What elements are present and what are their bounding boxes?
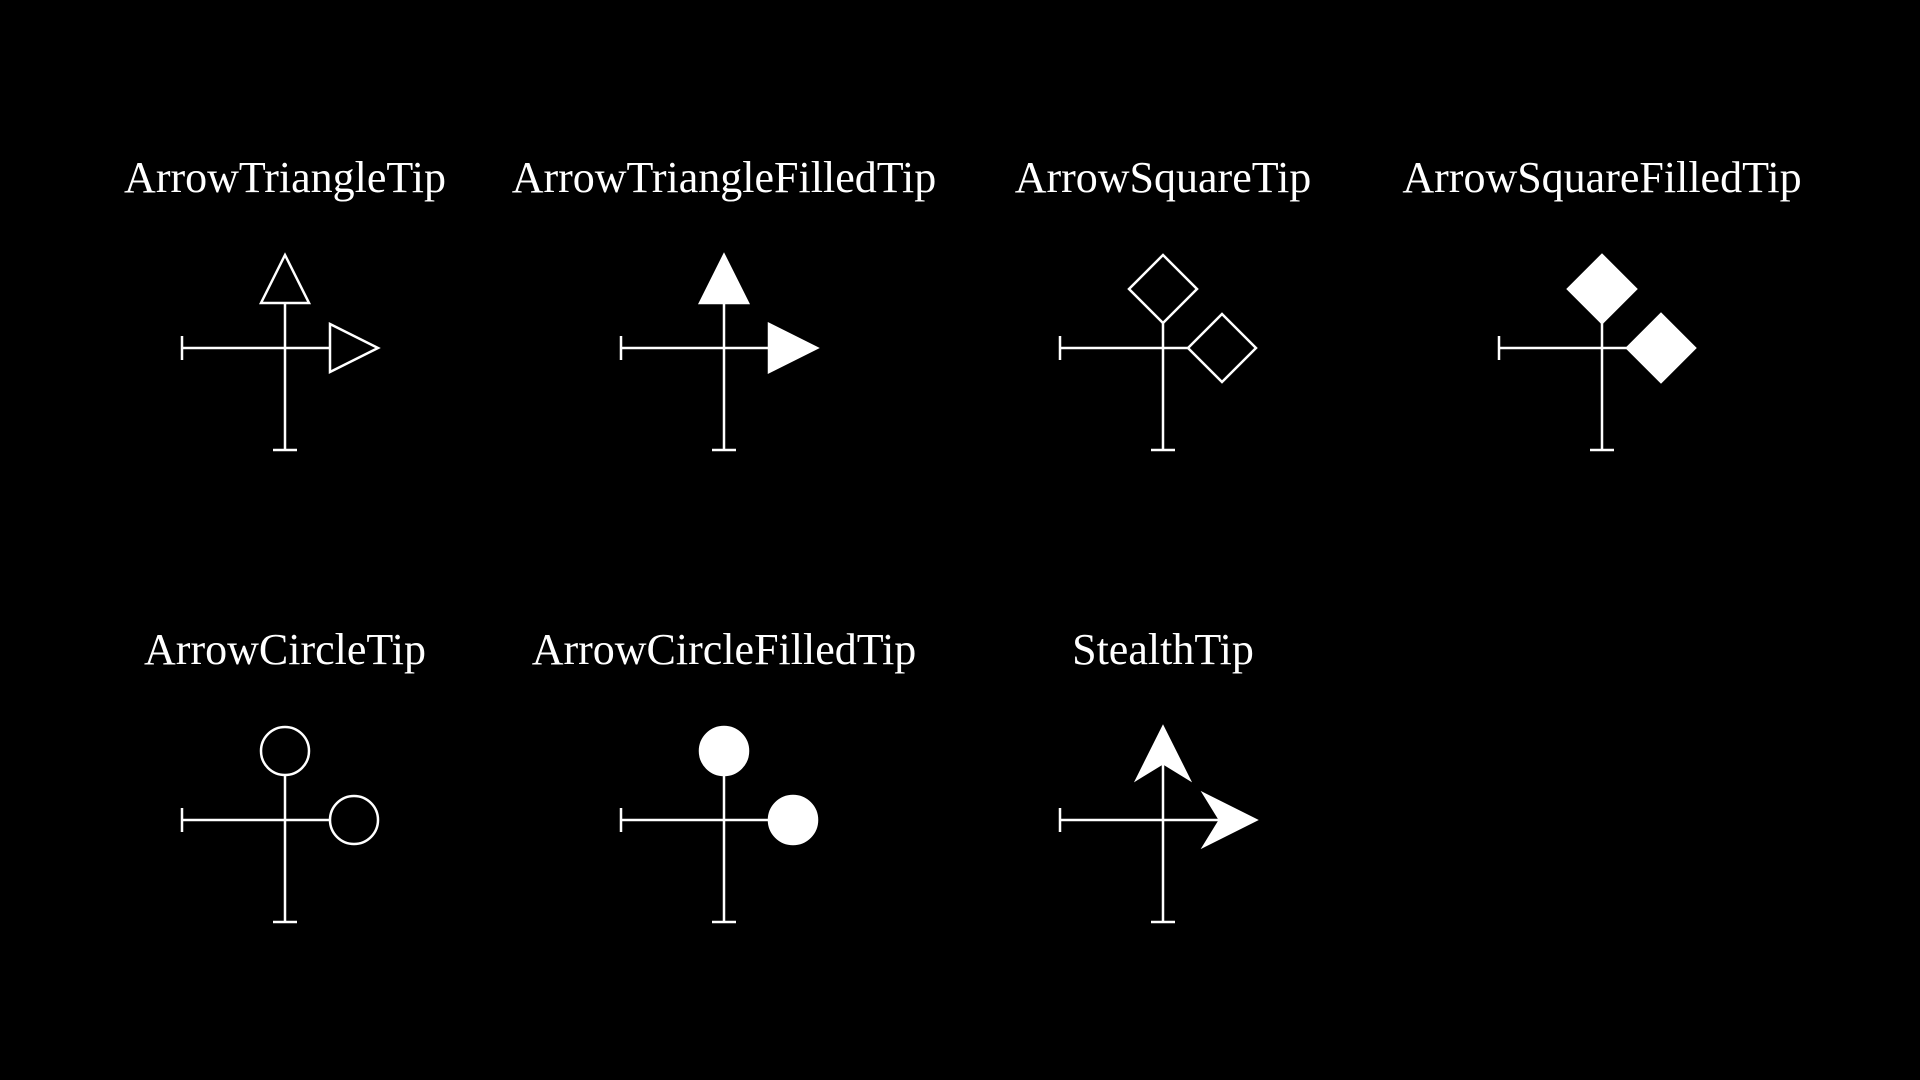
tip-figure xyxy=(1058,253,1258,452)
arrow-tip-right xyxy=(767,321,820,375)
arrow-tip-up xyxy=(698,725,750,777)
arrow-tip-right xyxy=(1625,312,1697,384)
arrow-tip-up xyxy=(697,252,751,305)
tip-figure xyxy=(619,725,819,924)
tip-panel-arrow-triangle-filled: ArrowTriangleFilledTip xyxy=(504,148,944,508)
tip-figure xyxy=(180,252,381,452)
arrow-tip-up xyxy=(1133,724,1193,783)
arrow-tip-up xyxy=(258,252,312,305)
tip-panel-arrow-triangle: ArrowTriangleTip xyxy=(65,148,505,508)
tip-label: ArrowTriangleTip xyxy=(124,153,446,202)
arrow-tip-right xyxy=(767,794,819,846)
tip-panel-stealth: StealthTip xyxy=(943,620,1383,980)
arrow-tip-up xyxy=(1127,253,1199,325)
arrow-tip-right xyxy=(1200,790,1259,850)
tip-figure xyxy=(619,252,820,452)
tip-figure xyxy=(1058,724,1259,924)
tip-label: StealthTip xyxy=(1072,625,1254,674)
arrow-tip-up xyxy=(259,725,311,777)
tip-label: ArrowCircleTip xyxy=(144,625,426,674)
tip-panel-arrow-square-filled: ArrowSquareFilledTip xyxy=(1382,148,1822,508)
tip-label: ArrowSquareFilledTip xyxy=(1402,153,1802,202)
arrow-tip-right xyxy=(328,794,380,846)
tip-figure xyxy=(1497,253,1697,452)
tip-panel-arrow-square: ArrowSquareTip xyxy=(943,148,1383,508)
tip-label: ArrowSquareTip xyxy=(1014,153,1312,202)
tip-figure xyxy=(180,725,380,924)
arrow-tip-up xyxy=(1566,253,1638,325)
tip-label: ArrowCircleFilledTip xyxy=(531,625,917,674)
tip-panel-arrow-circle-filled: ArrowCircleFilledTip xyxy=(504,620,944,980)
arrow-tip-right xyxy=(1186,312,1258,384)
tip-panel-arrow-circle: ArrowCircleTip xyxy=(65,620,505,980)
arrow-tip-right xyxy=(328,321,381,375)
tip-label: ArrowTriangleFilledTip xyxy=(511,153,937,202)
